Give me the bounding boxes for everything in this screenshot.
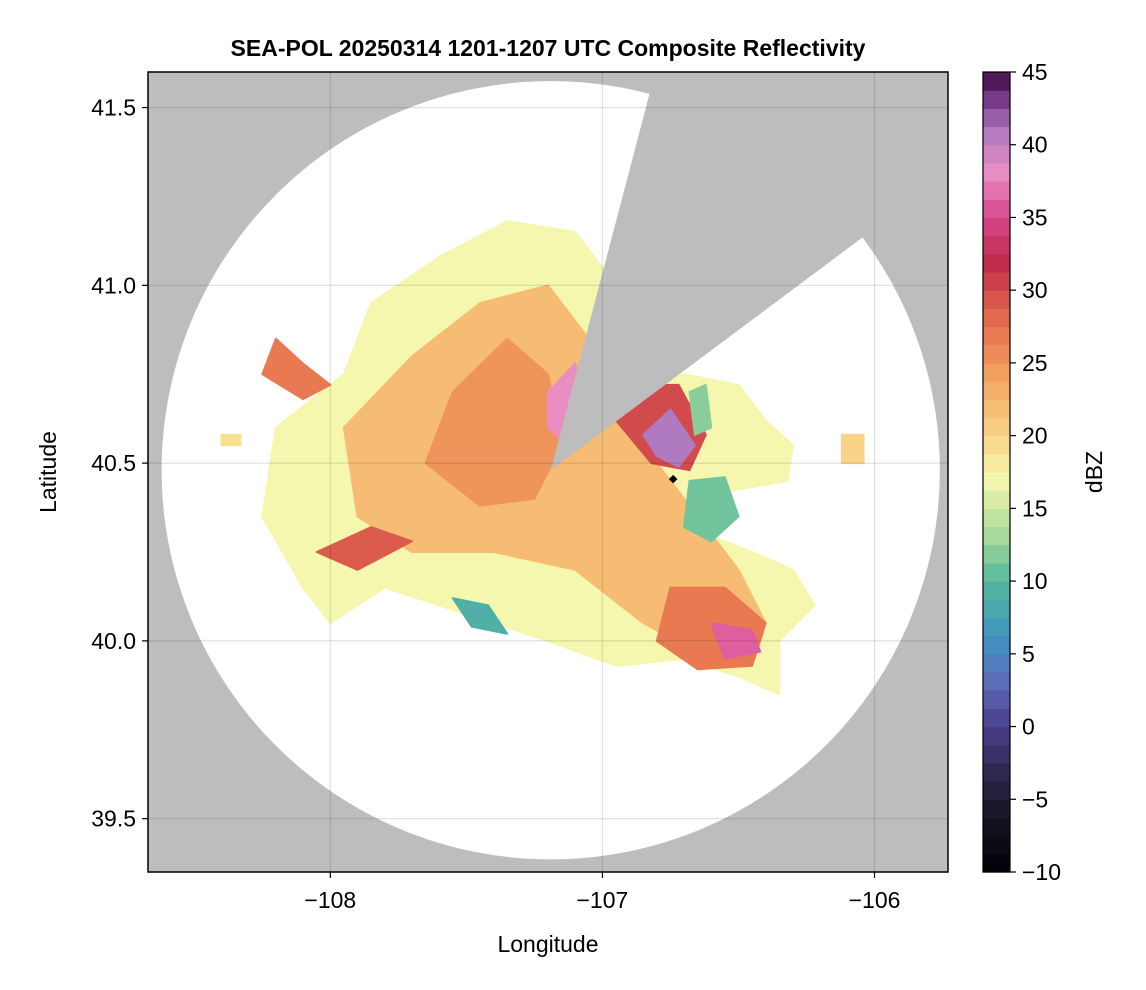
colorbar-step [983, 762, 1010, 782]
colorbar-step [983, 853, 1010, 873]
echo-region-central-north-core [547, 362, 590, 447]
colorbar-tick-label: 35 [1022, 204, 1048, 230]
colorbar-step [983, 326, 1010, 346]
colorbar-tick-label: 30 [1022, 277, 1048, 303]
x-tick-label: −108 [304, 887, 356, 913]
colorbar-step [983, 235, 1010, 255]
colorbar-step [983, 290, 1010, 309]
colorbar-step [983, 272, 1010, 291]
grid [148, 72, 948, 872]
colorbar-step [983, 581, 1010, 600]
colorbar-step [983, 599, 1010, 619]
echo-region-west-streak [315, 526, 413, 571]
colorbar-step [983, 181, 1010, 200]
colorbar-tick-label: 20 [1022, 423, 1048, 449]
echo-layer [161, 81, 940, 860]
colorbar-step [983, 108, 1010, 128]
colorbar-tick-label: 45 [1022, 59, 1048, 85]
chart-title: SEA-POL 20250314 1201-1207 UTC Composite… [231, 35, 866, 61]
echo-region-northwest-band [261, 337, 332, 401]
y-tick-label: 40.5 [91, 450, 136, 476]
colorbar: −10 −5 0 5 10 15 20 25 30 35 40 45 dBZ [982, 59, 1107, 885]
colorbar-tick-label: −5 [1022, 786, 1048, 812]
echo-region-far-west-blob [220, 433, 242, 447]
colorbar-step [983, 617, 1010, 637]
x-axis: −108 −107 −106 [304, 872, 900, 913]
x-tick-label: −107 [577, 887, 629, 913]
y-tick-label: 40.0 [91, 628, 136, 654]
colorbar-step [983, 199, 1010, 219]
colorbar-step [983, 308, 1010, 328]
colorbar-step [983, 90, 1010, 109]
colorbar-step [983, 253, 1010, 273]
colorbar-step [983, 453, 1010, 473]
echo-region-northeast-core [642, 408, 696, 468]
colorbar-step [983, 472, 1010, 491]
colorbar-step [983, 399, 1010, 419]
colorbar-step [983, 781, 1010, 800]
colorbar-step [983, 544, 1010, 564]
colorbar-tick-label: 25 [1022, 350, 1048, 376]
y-axis: 39.5 40.0 40.5 41.0 41.5 [91, 95, 148, 832]
y-tick-label: 41.0 [91, 272, 136, 298]
colorbar-step [983, 435, 1010, 455]
colorbar-tick-label: 40 [1022, 132, 1048, 158]
colorbar-tick-label: −10 [1022, 859, 1061, 885]
colorbar-step [983, 708, 1010, 728]
colorbar-step [983, 217, 1010, 237]
colorbar-step [983, 726, 1010, 746]
plot-area [148, 72, 948, 872]
colorbar-tick-label: 5 [1022, 641, 1035, 667]
colorbar-step [983, 72, 1010, 91]
colorbar-step [983, 562, 1010, 582]
y-tick-label: 39.5 [91, 806, 136, 832]
colorbar-step [983, 653, 1010, 673]
colorbar-step [983, 835, 1010, 855]
colorbar-step [983, 526, 1010, 546]
plot-frame [147, 71, 949, 873]
colorbar-step [983, 672, 1010, 691]
colorbar-step [983, 417, 1010, 437]
colorbar-tick-label: 15 [1022, 495, 1048, 521]
colorbar-frame [982, 71, 1011, 873]
colorbar-step [983, 381, 1010, 400]
echo-region-southwest-weak [451, 597, 509, 635]
colorbar-tick-label: 0 [1022, 714, 1035, 740]
colorbar-step [983, 144, 1010, 164]
radar-site-marker [668, 474, 678, 484]
colorbar-step [983, 508, 1010, 528]
colorbar-step [983, 126, 1010, 146]
x-tick-label: −106 [849, 887, 901, 913]
colorbar-step [983, 344, 1010, 364]
echo-region-southeast-core [710, 622, 762, 660]
colorbar-step [983, 817, 1010, 837]
colorbar-tick-label: 10 [1022, 568, 1048, 594]
x-axis-label: Longitude [497, 931, 598, 957]
colorbar-step [983, 690, 1010, 709]
colorbar-step [983, 362, 1010, 382]
colorbar-step [983, 635, 1010, 655]
y-axis-label: Latitude [35, 431, 61, 513]
colorbar-step [983, 744, 1010, 764]
echo-region-east-weak-strip [688, 383, 713, 436]
colorbar-step [983, 490, 1010, 509]
echo-region-east-weak-area [683, 476, 740, 543]
colorbar-step [983, 162, 1010, 182]
colorbar-step [983, 799, 1010, 819]
echo-region-far-east-blob [840, 433, 865, 465]
colorbar-label: dBZ [1081, 451, 1107, 493]
y-tick-label: 41.5 [91, 95, 136, 121]
